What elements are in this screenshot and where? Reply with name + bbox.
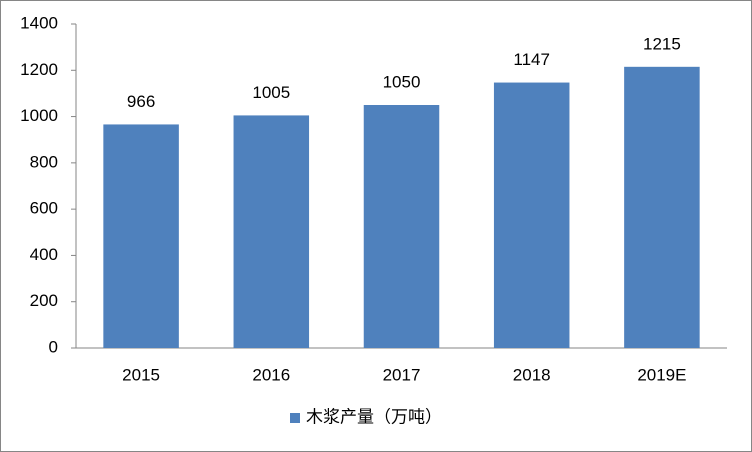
bar xyxy=(103,124,179,348)
y-tick-label: 800 xyxy=(30,152,58,171)
y-tick-label: 1200 xyxy=(20,60,58,79)
y-tick-label: 400 xyxy=(30,245,58,264)
x-tick-label: 2016 xyxy=(252,365,290,384)
y-tick-label: 600 xyxy=(30,199,58,218)
x-tick-label: 2015 xyxy=(122,365,160,384)
bar xyxy=(363,105,440,348)
x-tick-label: 2018 xyxy=(513,365,551,384)
bar xyxy=(493,82,570,349)
bar xyxy=(624,66,700,349)
x-tick-label: 2019E xyxy=(637,365,686,384)
data-label: 1050 xyxy=(383,72,421,91)
data-label: 966 xyxy=(127,92,155,111)
legend-label: 木浆产量（万吨） xyxy=(306,407,442,426)
x-tick-label: 2017 xyxy=(383,365,421,384)
data-label: 1005 xyxy=(252,83,290,102)
y-tick-label: 0 xyxy=(49,337,58,356)
data-label: 1215 xyxy=(643,34,681,53)
y-tick-label: 1000 xyxy=(20,106,58,125)
y-tick-label: 200 xyxy=(30,291,58,310)
legend-swatch xyxy=(290,413,300,423)
bar xyxy=(233,115,310,349)
data-label: 1147 xyxy=(513,50,550,69)
y-tick-label: 1400 xyxy=(20,13,58,32)
